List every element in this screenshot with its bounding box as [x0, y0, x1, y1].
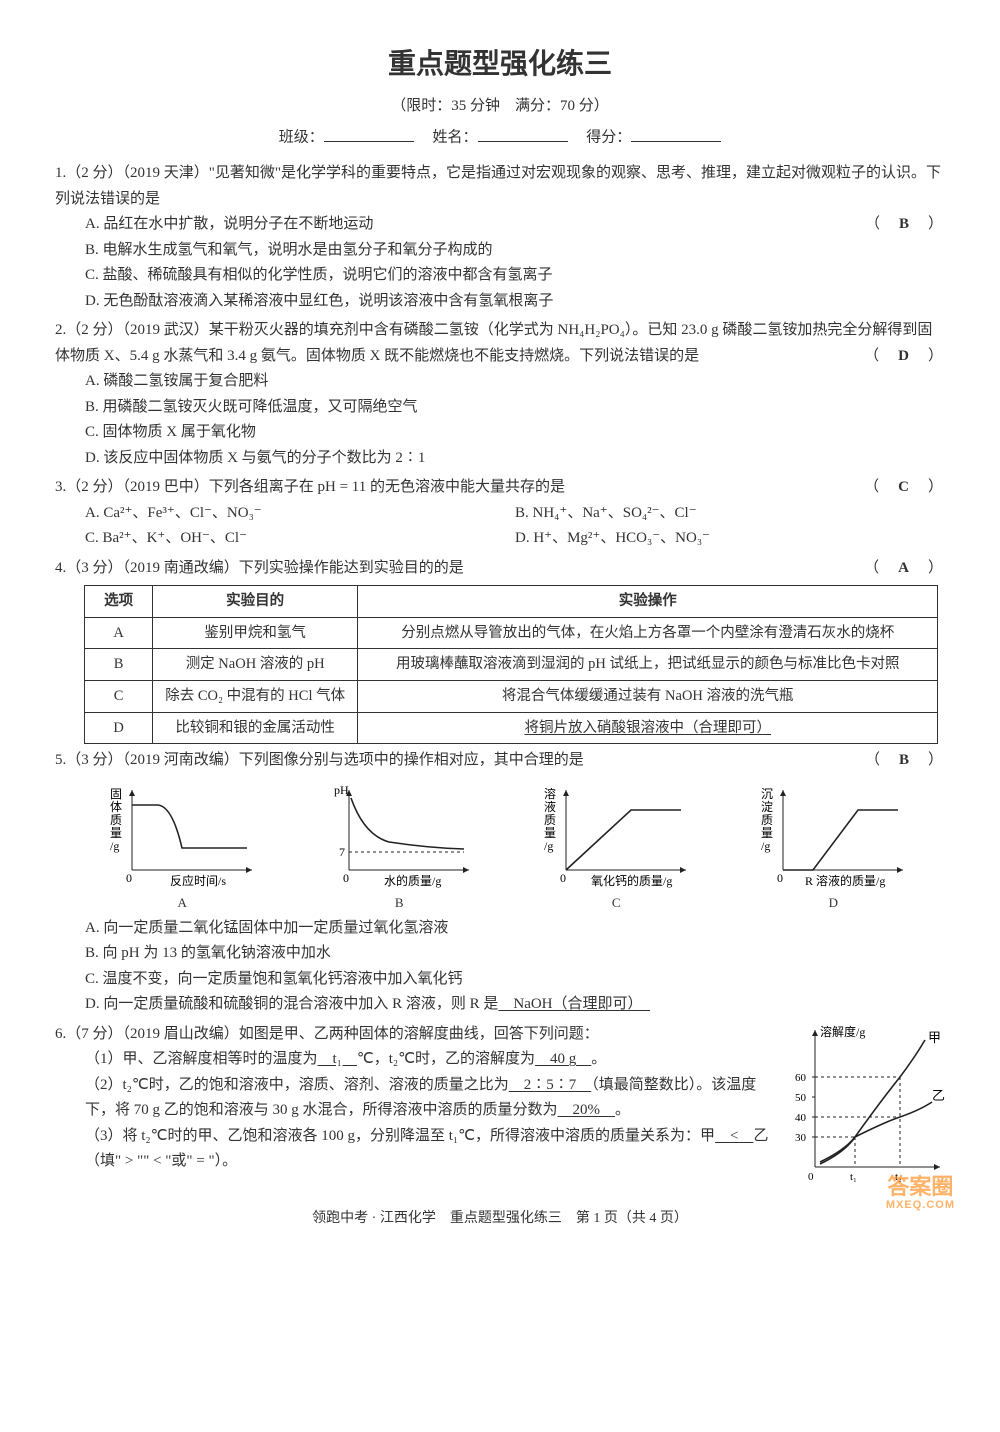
svg-text:pH: pH: [334, 783, 349, 797]
svg-text:0: 0: [777, 871, 783, 885]
svg-text:40: 40: [795, 1112, 807, 1124]
q4-rB3: 用玻璃棒蘸取溶液滴到湿润的 pH 试纸上，把试纸显示的颜色与标准比色卡对照: [358, 649, 938, 681]
q1-opt-c: C. 盐酸、稀硫酸具有相似的化学性质，说明它们的溶液中都含有氢离子: [55, 263, 945, 289]
svg-text:0: 0: [560, 871, 566, 885]
q3-opt-c: C. Ba²⁺、K⁺、OH⁻、Cl⁻: [85, 526, 515, 552]
q3-stem: 3.（2 分）（2019 巴中）下列各组离子在 pH = 11 的无色溶液中能大…: [55, 479, 565, 495]
svg-text:30: 30: [795, 1132, 807, 1144]
svg-text:溶解度/g: 溶解度/g: [820, 1024, 865, 1039]
q5-answer: B: [899, 752, 911, 768]
q4-rD1: D: [85, 712, 153, 744]
solubility-graph: 溶解度/g 30 40 50 60 甲 乙 0 t₁ t₂: [790, 1022, 945, 1193]
q1-stem: 1.（2 分）（2019 天津）"见著知微"是化学学科的重要特点，它是指通过对宏…: [55, 165, 941, 207]
svg-text:7: 7: [339, 845, 345, 859]
svg-text:60: 60: [795, 1072, 807, 1084]
q2-stem: 2.（2 分）（2019 武汉）某干粉灭火器的填充剂中含有磷酸二氢铵（化学式为 …: [55, 322, 932, 364]
q1-opt-d: D. 无色酚酞溶液滴入某稀溶液中显红色，说明该溶液中含有氢氧根离子: [55, 289, 945, 315]
question-2: 2.（2 分）（2019 武汉）某干粉灭火器的填充剂中含有磷酸二氢铵（化学式为 …: [55, 318, 945, 471]
svg-text:溶液质量/g: 溶液质量/g: [544, 786, 556, 853]
svg-text:乙: 乙: [932, 1088, 945, 1103]
q1-opt-b: B. 电解水生成氢气和氧气，说明水是由氢分子和氧分子构成的: [55, 238, 945, 264]
q5-opt-c: C. 温度不变，向一定质量饱和氢氧化钙溶液中加入氧化钙: [55, 967, 945, 993]
q5-stem: 5.（3 分）（2019 河南改编）下列图像分别与选项中的操作相对应，其中合理的…: [55, 752, 584, 768]
q4-th2: 实验目的: [153, 586, 358, 618]
score-label: 得分：: [586, 130, 631, 146]
q5-charts: 固体质量/g 0 反应时间/s A pH 7 0 水的质量/g: [85, 780, 931, 914]
chart-c: 溶液质量/g 0 氧化钙的质量/g C: [519, 780, 713, 914]
q2-answer-paren: （ D ）: [864, 344, 945, 370]
q1-answer: B: [899, 216, 911, 232]
question-3: 3.（2 分）（2019 巴中）下列各组离子在 pH = 11 的无色溶液中能大…: [55, 475, 945, 552]
svg-text:反应时间/s: 反应时间/s: [170, 873, 226, 888]
svg-text:0: 0: [343, 871, 349, 885]
svg-text:0: 0: [126, 871, 132, 885]
q4-rC1: C: [85, 681, 153, 713]
q2-opt-a: A. 磷酸二氢铵属于复合肥料: [55, 369, 945, 395]
name-label: 姓名：: [432, 130, 477, 146]
chart-d: 沉淀质量/g 0 R 溶液的质量/g D: [736, 780, 930, 914]
q3-answer: C: [898, 479, 911, 495]
chart-d-cap: D: [736, 892, 930, 914]
limit-info: （限时：35 分钟 满分：70 分）: [55, 94, 945, 120]
q3-opt-a: A. Ca²⁺、Fe³⁺、Cl⁻、NO₃⁻: [85, 501, 515, 527]
svg-text:0: 0: [808, 1171, 814, 1183]
q2-opt-b: B. 用磷酸二氢铵灭火既可降低温度，又可隔绝空气: [55, 395, 945, 421]
q1-opt-a: A. 品红在水中扩散，说明分子在不断地运动: [55, 212, 945, 238]
chart-a-cap: A: [85, 892, 279, 914]
question-4: 4.（3 分）（2019 南通改编）下列实验操作能达到实验目的的是 （ A ） …: [55, 556, 945, 745]
q4-answer: A: [898, 560, 911, 576]
svg-text:t₁: t₁: [850, 1171, 857, 1183]
q4-answer-paren: （ A ）: [864, 556, 945, 582]
q3-answer-paren: （ C ）: [864, 475, 945, 501]
q5-answer-paren: （ B ）: [865, 748, 945, 774]
svg-text:氧化钙的质量/g: 氧化钙的质量/g: [591, 873, 672, 888]
svg-text:R 溶液的质量/g: R 溶液的质量/g: [805, 873, 885, 888]
chart-a-ylabel: 固体质量/g: [110, 787, 122, 853]
chart-a: 固体质量/g 0 反应时间/s A: [85, 780, 279, 914]
svg-text:沉淀质量/g: 沉淀质量/g: [761, 787, 773, 853]
page-footer: 领跑中考 · 江西化学 重点题型强化练三 第 1 页（共 4 页）: [55, 1207, 945, 1231]
q3-opt-b: B. NH₄⁺、Na⁺、SO₄²⁻、Cl⁻: [515, 501, 945, 527]
q5-opt-a: A. 向一定质量二氧化锰固体中加一定质量过氧化氢溶液: [55, 916, 945, 942]
svg-text:50: 50: [795, 1092, 807, 1104]
class-blank[interactable]: [324, 125, 414, 142]
page-title: 重点题型强化练三: [55, 40, 945, 88]
q4-stem: 4.（3 分）（2019 南通改编）下列实验操作能达到实验目的的是: [55, 560, 464, 576]
student-info-row: 班级： 姓名： 得分：: [55, 125, 945, 151]
q4-rC3: 将混合气体缓缓通过装有 NaOH 溶液的洗气瓶: [358, 681, 938, 713]
q4-rA2: 鉴别甲烷和氢气: [153, 617, 358, 649]
q4-rC2: 除去 CO₂ 中混有的 HCl 气体: [153, 681, 358, 713]
q5-opt-b: B. 向 pH 为 13 的氢氧化钠溶液中加水: [55, 941, 945, 967]
svg-text:水的质量/g: 水的质量/g: [384, 873, 441, 888]
q1-answer-paren: （ B ）: [865, 212, 945, 238]
name-blank[interactable]: [478, 125, 568, 142]
score-blank[interactable]: [631, 125, 721, 142]
question-5: 5.（3 分）（2019 河南改编）下列图像分别与选项中的操作相对应，其中合理的…: [55, 748, 945, 1018]
q4-rB1: B: [85, 649, 153, 681]
q4-rD3: 将铜片放入硝酸银溶液中（合理即可）: [358, 712, 938, 744]
q2-opt-d: D. 该反应中固体物质 X 与氨气的分子个数比为 2∶1: [55, 446, 945, 472]
q4-rA1: A: [85, 617, 153, 649]
chart-b: pH 7 0 水的质量/g B: [302, 780, 496, 914]
q4-rA3: 分别点燃从导管放出的气体，在火焰上方各罩一个内壁涂有澄清石灰水的烧杯: [358, 617, 938, 649]
q4-rB2: 测定 NaOH 溶液的 pH: [153, 649, 358, 681]
chart-b-cap: B: [302, 892, 496, 914]
question-6: 溶解度/g 30 40 50 60 甲 乙 0 t₁ t₂ 6.（7 分）（20…: [55, 1022, 945, 1193]
q3-opt-d: D. H⁺、Mg²⁺、HCO₃⁻、NO₃⁻: [515, 526, 945, 552]
class-label: 班级：: [279, 130, 324, 146]
q4-rD2: 比较铜和银的金属活动性: [153, 712, 358, 744]
q2-answer: D: [898, 348, 911, 364]
question-1: 1.（2 分）（2019 天津）"见著知微"是化学学科的重要特点，它是指通过对宏…: [55, 161, 945, 314]
q4-th3: 实验操作: [358, 586, 938, 618]
q4-table: 选项 实验目的 实验操作 A 鉴别甲烷和氢气 分别点燃从导管放出的气体，在火焰上…: [84, 585, 938, 744]
q5-opt-d: D. 向一定质量硫酸和硫酸铜的混合溶液中加入 R 溶液，则 R 是 NaOH（合…: [55, 992, 945, 1018]
q2-opt-c: C. 固体物质 X 属于氧化物: [55, 420, 945, 446]
chart-c-cap: C: [519, 892, 713, 914]
q4-th1: 选项: [85, 586, 153, 618]
watermark: 答案圈 MXEQ.COM: [886, 1175, 955, 1211]
svg-text:甲: 甲: [928, 1030, 941, 1045]
